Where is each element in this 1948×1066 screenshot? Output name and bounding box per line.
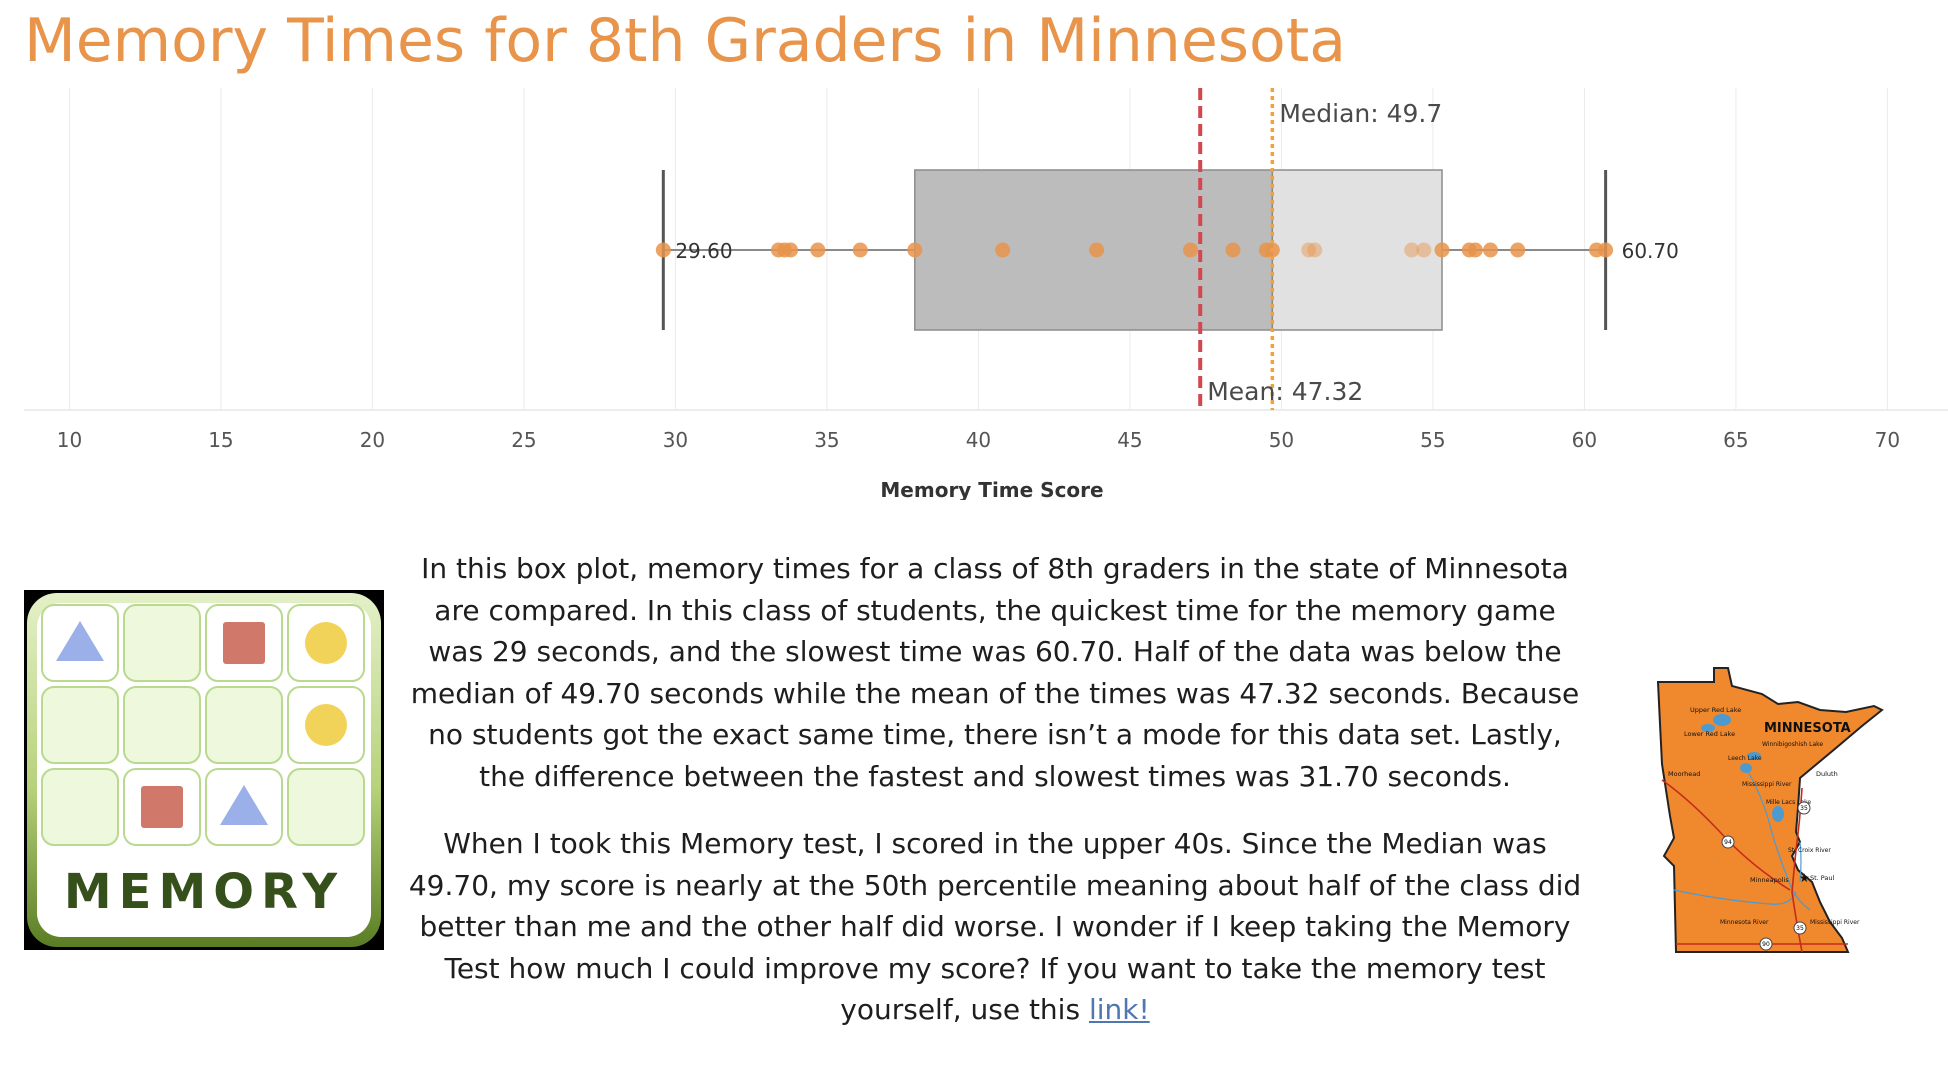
square-icon — [141, 786, 183, 828]
min-value-label: 29.60 — [675, 239, 732, 263]
data-point — [655, 242, 671, 258]
data-point — [810, 242, 826, 258]
data-point — [995, 242, 1011, 258]
x-tick-label: 40 — [966, 428, 991, 452]
data-point — [852, 242, 868, 258]
triangle-icon — [220, 785, 268, 825]
minnesota-state-shape — [1656, 667, 1884, 953]
data-point — [1183, 242, 1199, 258]
logo-cell — [123, 604, 201, 682]
data-point — [1416, 242, 1432, 258]
svg-text:Upper Red Lake: Upper Red Lake — [1690, 706, 1741, 714]
svg-text:St. Paul: St. Paul — [1810, 874, 1835, 882]
logo-cell — [41, 768, 119, 846]
description-paragraph-2-text: When I took this Memory test, I scored i… — [408, 827, 1582, 1026]
svg-text:35: 35 — [1796, 925, 1804, 932]
triangle-icon — [56, 621, 104, 661]
x-axis-title: Memory Time Score — [880, 478, 1103, 500]
svg-text:Lower Red Lake: Lower Red Lake — [1684, 730, 1735, 738]
description-text: In this box plot, memory times for a cla… — [405, 548, 1585, 1057]
data-point — [1301, 242, 1317, 258]
data-point — [1434, 242, 1450, 258]
x-tick-label: 35 — [814, 428, 839, 452]
box-plot-chart: 29.60 60.70 Median: 49.7 Mean: 47.32 10 15 2… — [24, 88, 1948, 500]
reference-lines: Median: 49.7 Mean: 47.32 — [1198, 88, 1442, 410]
logo-cell-grid — [41, 604, 365, 846]
logo-cell — [205, 686, 283, 764]
svg-text:St. Croix River: St. Croix River — [1788, 847, 1831, 854]
x-tick-label: 20 — [360, 428, 385, 452]
x-tick-label: 55 — [1420, 428, 1445, 452]
data-point — [1225, 242, 1241, 258]
page-title: Memory Times for 8th Graders in Minnesot… — [24, 6, 1346, 76]
memory-logo-text: MEMORY — [64, 864, 344, 920]
data-point — [907, 242, 923, 258]
svg-text:90: 90 — [1762, 941, 1770, 948]
memory-test-link[interactable]: link! — [1088, 993, 1150, 1026]
circle-icon — [305, 704, 347, 746]
mean-label: Mean: 47.32 — [1207, 377, 1363, 406]
data-point — [1404, 242, 1420, 258]
logo-cell — [123, 686, 201, 764]
svg-text:Mississippi River: Mississippi River — [1810, 919, 1860, 926]
st-paul-star-icon: ★ — [1799, 871, 1810, 885]
x-axis-ticks: 10 15 20 25 30 35 40 45 50 55 60 65 70 — [57, 428, 1900, 452]
data-point — [1307, 242, 1323, 258]
x-tick-label: 10 — [57, 428, 82, 452]
data-point — [1510, 242, 1526, 258]
x-tick-label: 30 — [663, 428, 688, 452]
square-icon — [223, 622, 265, 664]
svg-text:Mille Lacs Lake: Mille Lacs Lake — [1766, 799, 1811, 806]
map-water — [1701, 714, 1784, 822]
description-paragraph-2: When I took this Memory test, I scored i… — [405, 823, 1585, 1031]
data-point — [1467, 242, 1483, 258]
x-tick-label: 70 — [1875, 428, 1900, 452]
data-point — [1598, 242, 1614, 258]
data-point — [1089, 242, 1105, 258]
svg-text:35: 35 — [1800, 805, 1808, 812]
map-rivers — [1673, 767, 1811, 911]
x-tick-label: 25 — [511, 428, 536, 452]
svg-text:Minneapolis: Minneapolis — [1750, 876, 1789, 884]
circle-icon — [305, 622, 347, 664]
x-tick-label: 45 — [1117, 428, 1142, 452]
data-points: 29.60 60.70 — [655, 239, 1679, 263]
svg-text:Minnesota River: Minnesota River — [1720, 919, 1769, 926]
logo-cell — [287, 768, 365, 846]
svg-text:Moorhead: Moorhead — [1668, 770, 1700, 778]
data-point — [783, 242, 799, 258]
map-highway-shields: 94 35 35 90 — [1721, 801, 1811, 951]
x-tick-label: 15 — [208, 428, 233, 452]
data-point — [1482, 242, 1498, 258]
svg-text:Winnibigoshish Lake: Winnibigoshish Lake — [1762, 741, 1823, 748]
svg-text:Duluth: Duluth — [1816, 770, 1838, 778]
svg-text:MINNESOTA: MINNESOTA — [1764, 721, 1851, 736]
minnesota-map: MINNESOTA Upper Red Lake Lower Red Lake … — [1650, 660, 1890, 984]
description-paragraph-1: In this box plot, memory times for a cla… — [410, 552, 1580, 793]
max-value-label: 60.70 — [1622, 239, 1679, 263]
logo-cell — [41, 686, 119, 764]
x-tick-label: 65 — [1723, 428, 1748, 452]
svg-text:94: 94 — [1724, 839, 1732, 846]
svg-text:Mississippi River: Mississippi River — [1742, 781, 1792, 788]
svg-text:Leech Lake: Leech Lake — [1728, 755, 1762, 762]
memory-game-logo: MEMORY — [24, 590, 384, 954]
x-tick-label: 50 — [1269, 428, 1294, 452]
median-label: Median: 49.7 — [1279, 99, 1442, 128]
map-labels: MINNESOTA Upper Red Lake Lower Red Lake … — [1668, 706, 1860, 926]
x-tick-label: 60 — [1572, 428, 1597, 452]
